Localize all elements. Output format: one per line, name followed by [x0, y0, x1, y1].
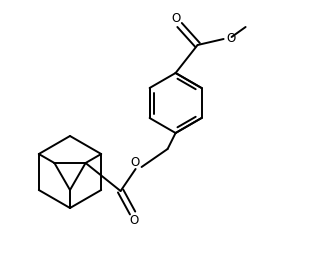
Text: O: O — [129, 213, 138, 227]
Text: O: O — [226, 32, 235, 45]
Text: O: O — [171, 13, 180, 25]
Text: O: O — [130, 155, 139, 169]
